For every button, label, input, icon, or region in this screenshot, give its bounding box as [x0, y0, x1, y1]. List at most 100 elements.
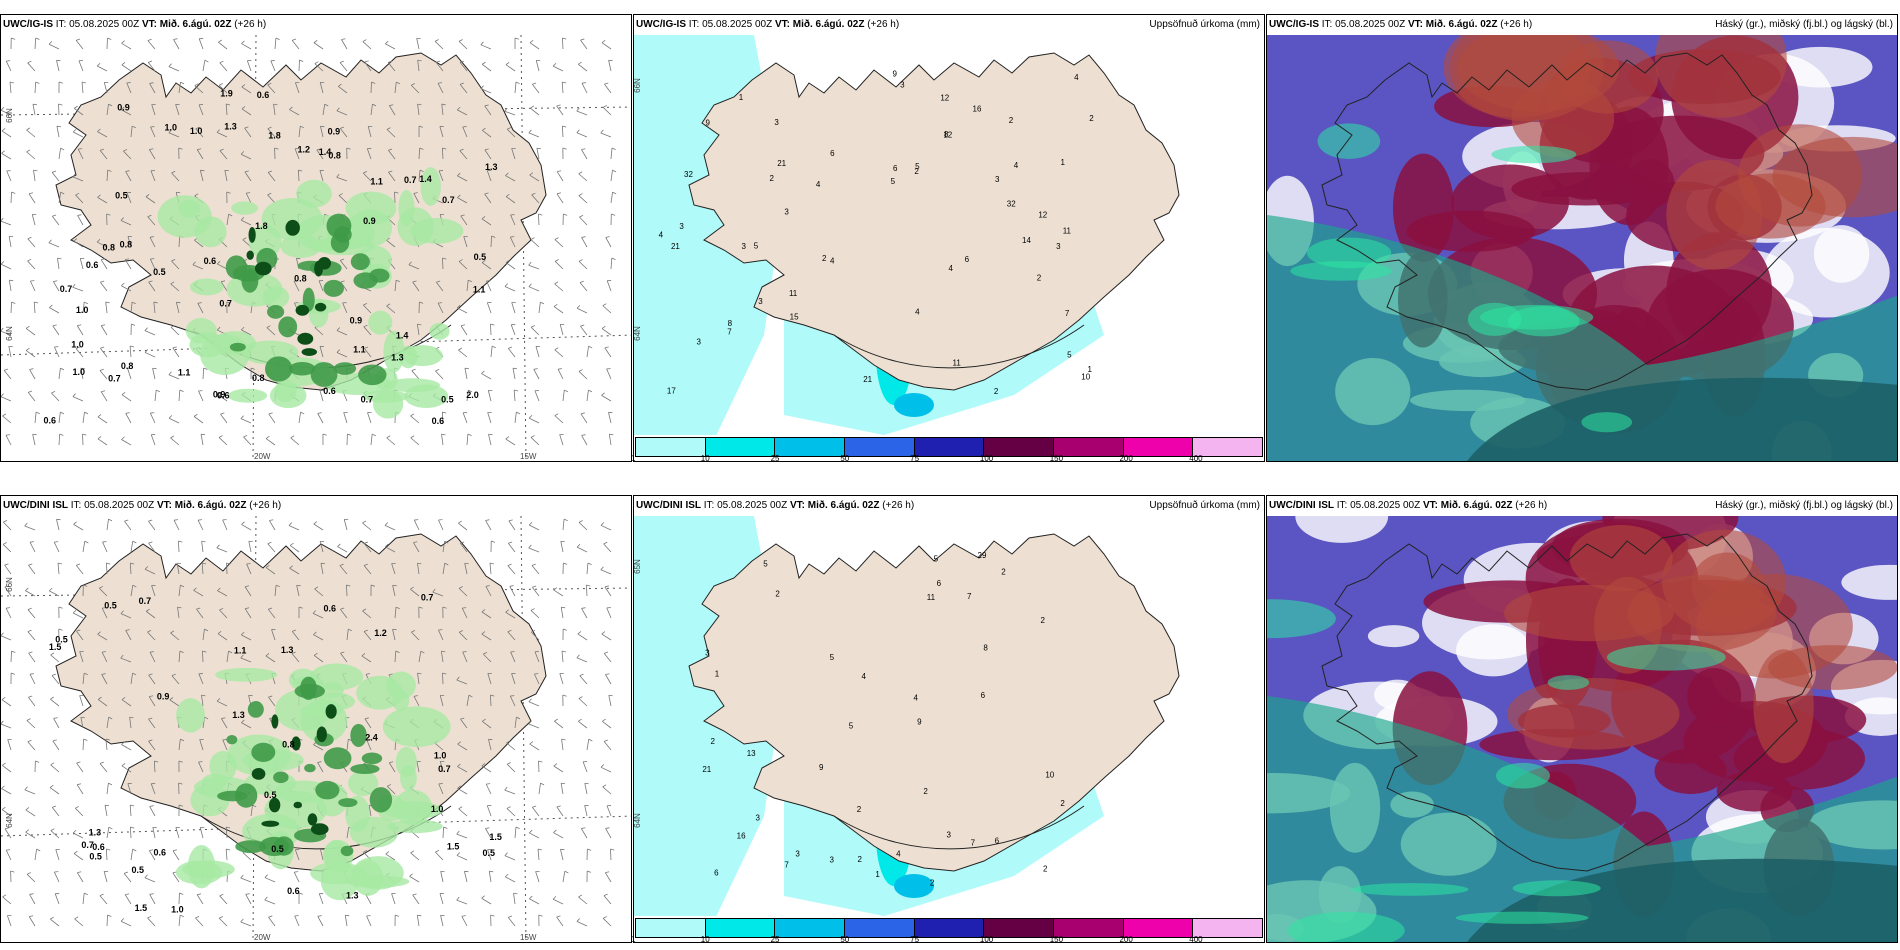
accum-precip-map[interactable]: 2 4 4 5 3 6 4 5 3 11 1 2 4 5 3 21 17 8 16 7 2 4 3 1 6 2 4 3 2 3 6 3 2 11 1…: [634, 35, 1264, 461]
accum-value: 7: [727, 328, 732, 337]
precip-value: 0.6: [432, 416, 445, 426]
accum-precip-map[interactable]: 3 9 2 6 11 7 3 16 6 2 5 13 4 7 2 2 1 3 5 4 7 9 10 8 6 29 21 2 2 2 3 5 1 2…: [634, 516, 1264, 942]
accum-value: 3: [705, 648, 710, 657]
accum-value: 3: [995, 175, 1000, 184]
accum-value: 7: [971, 838, 976, 847]
init-time: IT: 05.08.2025 00Z: [1321, 19, 1406, 30]
precip-value: 0.6: [86, 260, 99, 270]
precip-value: 0.9: [363, 216, 376, 226]
colorbar-tick-label: 400: [1189, 935, 1203, 944]
precip-value: 1.3: [391, 353, 404, 363]
wind-barbs: [1, 518, 615, 927]
panel-dini-accum: UWC/DINI ISL IT: 05.08.2025 00Z VT: Mið.…: [631, 495, 1265, 944]
accum-value-labels: 2445364531112453211781672431624323632111…: [659, 69, 1095, 395]
accum-value: 7: [1065, 309, 1070, 318]
accum-value: 1: [715, 669, 720, 678]
model-name: UWC/DINI ISL: [636, 500, 701, 511]
precip-wind-map[interactable]: 0.7 0.7 2.0 0.5 1.0 0.8 0.8 1.4 1.3 1.0 0.7 0.9 0.8 1…: [1, 35, 631, 461]
panel-dini-cloud: UWC/DINI ISL IT: 05.08.2025 00Z VT: Mið.…: [1266, 495, 1898, 943]
lat-label-66n: 66N: [4, 108, 14, 123]
accum-value: 5: [849, 721, 854, 730]
accum-value: 4: [914, 693, 919, 702]
precip-value: 0.7: [81, 840, 94, 850]
accum-value: 3: [679, 222, 684, 231]
precip-value: 2.0: [466, 390, 479, 400]
accum-value: 2: [1089, 114, 1094, 123]
accum-value: 5: [934, 554, 939, 563]
accum-value: 1: [1060, 158, 1065, 167]
precip-wind-map[interactable]: 0.5 1.3 0.5 0.6 0.9 1.0 0.6 1.2 0.5 2.4 1.0 0.7 0.7 1…: [1, 516, 631, 942]
accum-value: 5: [830, 653, 835, 662]
precip-value: 1.0: [71, 339, 84, 349]
init-time: IT: 05.08.2025 00Z: [1336, 500, 1421, 511]
init-time: IT: 05.08.2025 00Z: [703, 500, 788, 511]
accum-value: 2: [857, 855, 862, 864]
precip-value: 0.5: [483, 848, 496, 858]
accum-value: 2: [1009, 116, 1014, 125]
precip-value: 0.8: [282, 740, 295, 750]
colorbar-swatch: [705, 919, 776, 937]
precip-value: 1.3: [232, 710, 245, 720]
cloud-cover-map[interactable]: [1267, 516, 1897, 942]
map-canvas: 3926117316625134722135479108629212223512…: [634, 516, 1180, 942]
panel-dini-precip: UWC/DINI ISL IT: 05.08.2025 00Z VT: Mið.…: [0, 495, 632, 943]
accum-value: 5: [915, 162, 920, 171]
lead-time: (+26 h): [867, 19, 900, 30]
iceland-coastline: [1321, 52, 1813, 391]
precip-value: 1.9: [220, 89, 233, 99]
accum-value: 16: [973, 104, 982, 113]
lat-label-64n: 64N: [4, 326, 14, 341]
panel-header: UWC/DINI ISL IT: 05.08.2025 00Z VT: Mið.…: [1267, 496, 1897, 516]
accum-value: 2: [930, 879, 935, 888]
panel-ig-is-cloud: UWC/IG-IS IT: 05.08.2025 00Z VT: Mið. 6.…: [1266, 14, 1898, 462]
precip-value: 0.7: [60, 284, 73, 294]
colorbar-tick-label: 1: [631, 935, 636, 944]
accum-value: 2: [1060, 799, 1065, 808]
model-name: UWC/DINI ISL: [3, 500, 68, 511]
accum-value: 3: [784, 207, 789, 216]
accum-value: 4: [949, 264, 954, 273]
lon-label-20w: 20W: [254, 933, 271, 942]
accum-value: 7: [967, 592, 972, 601]
map-canvas: 2445364531112453211781672431624323632111…: [634, 35, 1180, 461]
precip-value: 1.8: [268, 131, 281, 141]
model-name: UWC/IG-IS: [636, 19, 686, 30]
precip-value: 0.6: [257, 90, 270, 100]
accum-value: 21: [702, 765, 711, 774]
valid-time-label: VT:: [156, 500, 172, 511]
accum-value: 6: [965, 255, 970, 264]
colorbar-tick-label: 1: [631, 454, 636, 463]
accum-value: 4: [830, 257, 835, 266]
precip-value: 0.9: [117, 102, 130, 112]
precip-value: 1.3: [89, 827, 102, 837]
lead-time: (+26 h): [1500, 19, 1533, 30]
panel-header: UWC/IG-IS IT: 05.08.2025 00Z VT: Mið. 6.…: [1267, 15, 1897, 35]
valid-time-label: VT:: [789, 500, 805, 511]
colorbar-swatch: [705, 438, 776, 456]
colorbar-tick-label: 10: [700, 935, 710, 944]
accum-value: 3: [1056, 242, 1061, 251]
accum-value: 2: [822, 254, 827, 263]
precip-value: 0.5: [55, 635, 68, 645]
precip-value: 0.6: [323, 386, 336, 396]
colorbar-swatch: [775, 919, 846, 937]
init-time: IT: 05.08.2025 00Z: [70, 500, 155, 511]
precip-value: 1.4: [319, 147, 332, 157]
precip-value: 0.8: [102, 243, 115, 253]
model-name: UWC/IG-IS: [3, 19, 53, 30]
accum-value: 3: [756, 813, 761, 822]
cloud-cover-map[interactable]: [1267, 35, 1897, 461]
colorbar-swatch: [636, 438, 706, 456]
precip-value: 1.0: [171, 904, 184, 914]
precip-value: 1.0: [76, 305, 89, 315]
precip-value: 2.4: [365, 732, 378, 742]
lon-label-15w: 15W: [520, 452, 537, 461]
accum-value: 2: [1040, 616, 1045, 625]
graticule: [1, 516, 631, 942]
accum-value: 11: [953, 359, 962, 368]
accum-value: 3: [795, 849, 800, 858]
precip-value: 0.8: [120, 239, 133, 249]
accum-value: 2: [1037, 273, 1042, 282]
precip-value: 0.5: [153, 267, 166, 277]
precip-value: 0.7: [442, 195, 455, 205]
